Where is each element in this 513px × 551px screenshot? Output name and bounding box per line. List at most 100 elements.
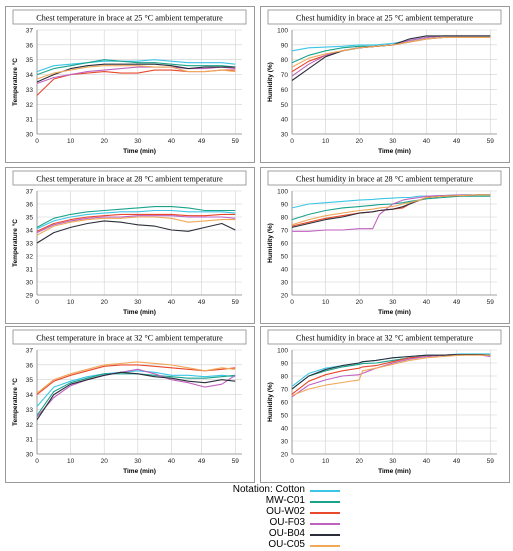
x-tick-label: 20 <box>356 458 364 465</box>
x-tick-label: 49 <box>198 138 206 145</box>
series-line-ou-w02 <box>36 213 236 232</box>
series-line-ou-c05 <box>36 216 236 236</box>
series-line-ou-b04 <box>36 371 236 421</box>
x-tick-label: 10 <box>67 299 75 306</box>
y-tick-label: 50 <box>281 102 289 109</box>
y-tick-label: 70 <box>281 72 289 79</box>
x-tick-label: 20 <box>356 299 364 306</box>
panel-frame <box>5 6 255 163</box>
series-line-ou-b04 <box>291 354 491 390</box>
chart-panel-6: Chest humidity in brace at 32 °C ambient… <box>260 326 510 483</box>
y-axis-label: Humidity (%) <box>267 382 274 422</box>
legend-item-ou-w02: OU-W02 <box>0 506 305 518</box>
legend-name-cotton: Cotton <box>275 484 305 495</box>
y-tick-label: 30 <box>26 132 34 139</box>
y-tick-label: 100 <box>277 348 288 355</box>
y-tick-label: 36 <box>26 202 34 209</box>
y-tick-label: 40 <box>281 267 289 274</box>
y-tick-label: 40 <box>281 117 289 124</box>
y-tick-label: 80 <box>281 374 289 381</box>
y-tick-label: 30 <box>281 439 289 446</box>
y-tick-label: 50 <box>281 413 289 420</box>
legend-swatch-ou-f03 <box>310 523 340 525</box>
chart-panel-3: Chest temperature in brace at 28 °C ambi… <box>5 167 255 324</box>
y-tick-label: 100 <box>277 28 288 35</box>
panel-frame <box>260 6 510 163</box>
panel-frame <box>260 326 510 483</box>
x-tick-label: 59 <box>232 138 240 145</box>
x-tick-label: 0 <box>290 299 294 306</box>
y-tick-label: 37 <box>26 189 34 196</box>
y-tick-label: 34 <box>26 228 34 235</box>
y-tick-label: 37 <box>26 348 34 355</box>
legend-label-ou-f03: OU-F03 <box>269 517 305 528</box>
series-line-ou-c05 <box>291 194 491 226</box>
y-axis-label: Temperature °C <box>11 378 19 426</box>
x-axis-label: Time (min) <box>123 309 156 316</box>
series-line-ou-c05 <box>291 354 491 397</box>
legend-item-ou-f03: OU-F03 <box>0 517 305 529</box>
x-axis-label: Time (min) <box>123 468 156 475</box>
y-axis-label: Humidity (%) <box>267 62 274 102</box>
x-axis-label: Time (min) <box>378 309 411 316</box>
x-tick-label: 30 <box>389 299 397 306</box>
legend-swatch-mw-c01 <box>310 501 340 503</box>
y-tick-label: 31 <box>26 437 34 444</box>
panel-frame <box>260 167 510 324</box>
series-line-ou-f03 <box>36 66 236 85</box>
y-tick-label: 60 <box>281 400 289 407</box>
y-axis-label: Humidity (%) <box>267 223 274 263</box>
y-tick-label: 70 <box>281 228 289 235</box>
chart-panel-4: Chest humidity in brace at 28 °C ambient… <box>260 167 510 324</box>
series-line-ou-c05 <box>291 36 491 68</box>
y-tick-label: 30 <box>281 132 289 139</box>
legend-label-ou-b04: OU-B04 <box>268 528 305 539</box>
title-box <box>12 9 247 25</box>
x-tick-label: 30 <box>134 138 142 145</box>
series-line-cotton <box>36 209 236 230</box>
title-box <box>12 329 247 345</box>
y-tick-label: 60 <box>281 241 289 248</box>
x-tick-label: 59 <box>232 299 240 306</box>
chart-panel-2: Chest humidity in brace at 25 °C ambient… <box>260 6 510 163</box>
x-tick-label: 49 <box>453 458 461 465</box>
y-tick-label: 90 <box>281 42 289 49</box>
y-tick-label: 80 <box>281 57 289 64</box>
y-tick-label: 34 <box>26 72 34 79</box>
y-tick-label: 20 <box>281 452 289 459</box>
y-tick-label: 32 <box>26 102 34 109</box>
y-tick-label: 31 <box>26 267 34 274</box>
y-tick-label: 35 <box>26 215 34 222</box>
legend-swatch-cotton <box>310 490 340 492</box>
chart-title: Chest temperature in brace at 25 °C ambi… <box>36 14 223 23</box>
x-tick-label: 40 <box>168 299 176 306</box>
y-tick-label: 32 <box>26 254 34 261</box>
legend-item-ou-b04: OU-B04 <box>0 528 305 540</box>
series-line-ou-f03 <box>36 215 236 234</box>
x-tick-label: 10 <box>67 138 75 145</box>
x-tick-label: 10 <box>67 458 75 465</box>
x-axis-label: Time (min) <box>378 468 411 475</box>
x-tick-label: 40 <box>423 458 431 465</box>
series-line-mw-c01 <box>36 59 236 76</box>
y-tick-label: 70 <box>281 387 289 394</box>
x-tick-label: 49 <box>453 299 461 306</box>
y-tick-label: 90 <box>281 202 289 209</box>
legend-swatch-ou-b04 <box>310 534 340 536</box>
series-line-ou-f03 <box>36 368 236 418</box>
x-tick-label: 10 <box>322 138 330 145</box>
y-axis-label: Temperature °C <box>11 219 19 267</box>
y-tick-label: 35 <box>26 377 34 384</box>
x-tick-label: 49 <box>198 458 206 465</box>
x-tick-label: 10 <box>322 458 330 465</box>
x-tick-label: 0 <box>290 458 294 465</box>
x-tick-label: 20 <box>356 138 364 145</box>
series-line-mw-c01 <box>36 206 236 228</box>
x-tick-label: 49 <box>198 299 206 306</box>
y-tick-label: 36 <box>26 362 34 369</box>
legend-label-ou-w02: OU-W02 <box>266 506 305 517</box>
y-axis-label: Temperature °C <box>11 58 19 106</box>
y-tick-label: 36 <box>26 42 34 49</box>
legend-swatch-ou-w02 <box>310 512 340 514</box>
x-tick-label: 30 <box>134 458 142 465</box>
